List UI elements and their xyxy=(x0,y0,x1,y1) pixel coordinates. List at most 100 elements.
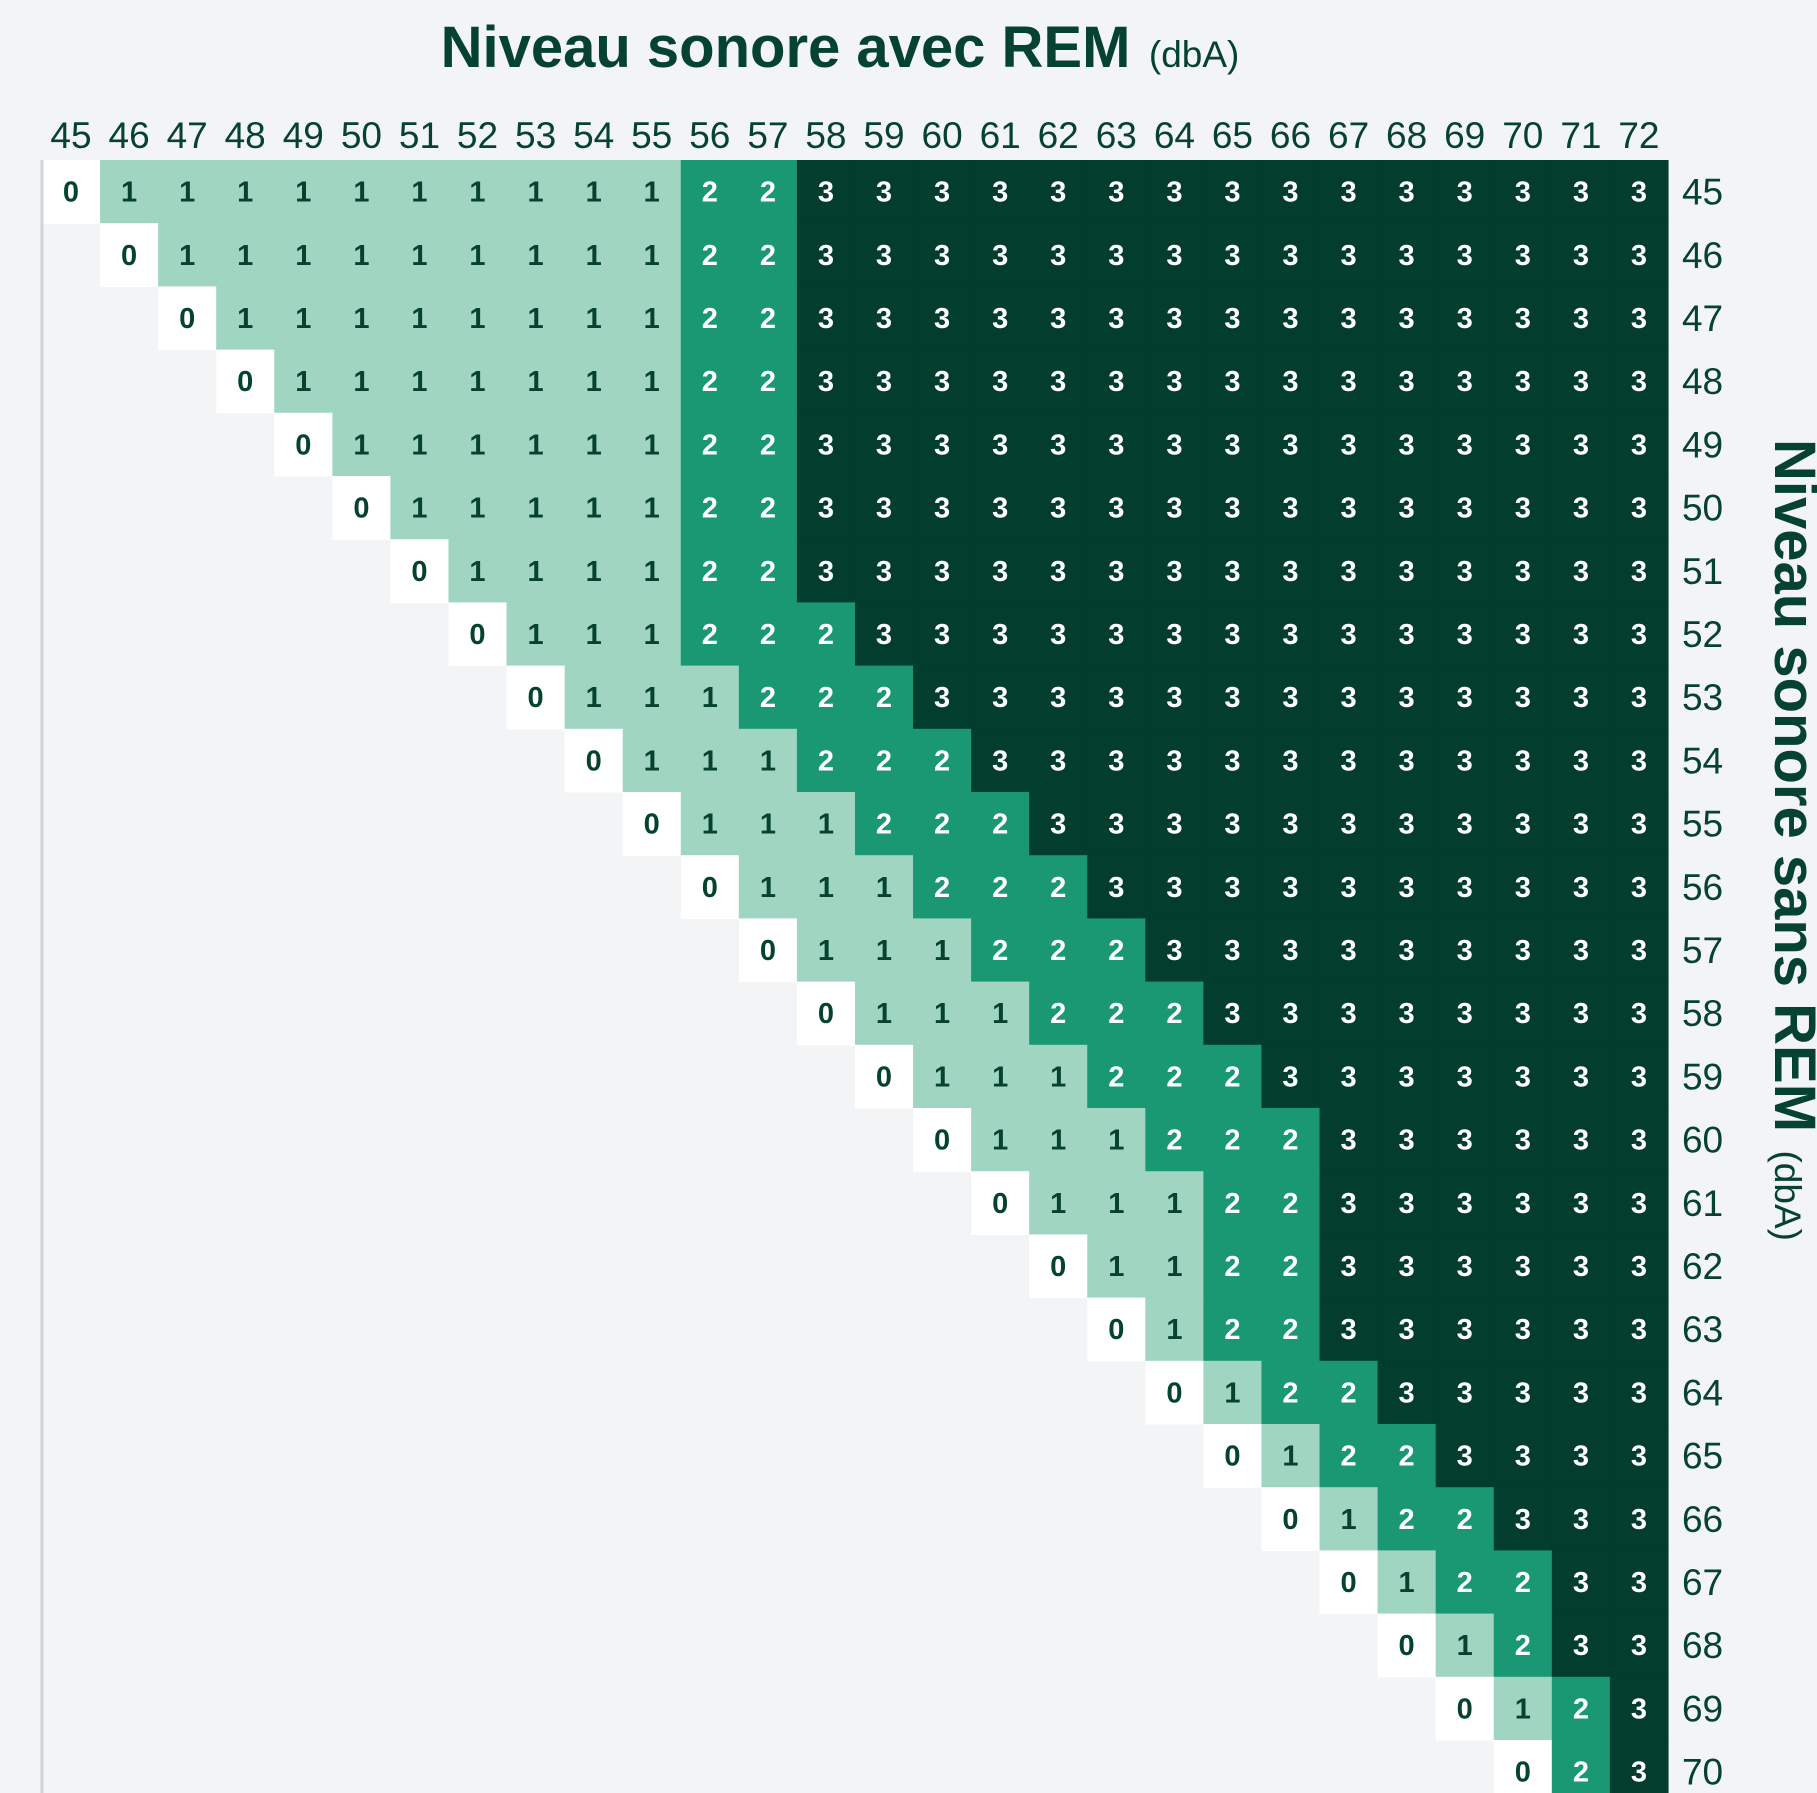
heatmap-cell xyxy=(1493,1676,1553,1741)
heatmap-cell xyxy=(1551,1676,1611,1741)
cell-value-label: 3 xyxy=(1108,745,1124,777)
y-tick-label: 50 xyxy=(1682,488,1723,529)
heatmap-cell xyxy=(1551,728,1611,793)
heatmap-cell xyxy=(1029,792,1088,856)
heatmap-cell xyxy=(1029,1234,1088,1299)
heatmap-cell xyxy=(506,349,566,414)
cell-value-label: 3 xyxy=(1573,619,1589,651)
cell-value-label: 3 xyxy=(876,556,892,588)
heatmap-cell xyxy=(1377,728,1437,793)
y-axis-label-main: Niveau sonore sans REM xyxy=(1762,439,1817,1132)
heatmap-cell xyxy=(1319,728,1379,793)
heatmap-cell xyxy=(1087,223,1146,287)
heatmap-cell xyxy=(274,223,333,287)
cell-value-label: 0 xyxy=(1515,1757,1531,1789)
heatmap-cell xyxy=(216,349,275,414)
cell-value-label: 3 xyxy=(1573,303,1589,335)
heatmap-cell xyxy=(854,286,914,351)
cell-value-label: 3 xyxy=(934,682,950,714)
heatmap-cell xyxy=(1261,602,1321,667)
heatmap-cell xyxy=(971,539,1030,603)
heatmap-cell xyxy=(1261,476,1321,540)
cell-value-label: 3 xyxy=(1224,177,1240,209)
y-axis-label-unit: (dbA) xyxy=(1767,1150,1808,1240)
heatmap-cell xyxy=(448,160,508,224)
heatmap-cell xyxy=(1087,539,1146,603)
cell-value-label: 3 xyxy=(1399,745,1415,777)
heatmap-cell xyxy=(1029,1171,1088,1235)
heatmap-cell xyxy=(1087,602,1146,667)
cell-value-label: 2 xyxy=(1573,1693,1589,1725)
cell-value-label: 0 xyxy=(1108,1314,1124,1346)
cell-value-label: 2 xyxy=(702,366,718,398)
heatmap-cell xyxy=(1087,1234,1146,1299)
heatmap-cell xyxy=(1145,160,1204,224)
cell-value-label: 2 xyxy=(760,493,776,525)
heatmap-cell xyxy=(1319,476,1379,540)
x-tick-label: 56 xyxy=(689,115,730,156)
cell-value-label: 3 xyxy=(1224,935,1240,967)
y-tick-label: 46 xyxy=(1682,235,1723,276)
cell-value-label: 1 xyxy=(992,1125,1008,1157)
cell-value-label: 3 xyxy=(934,303,950,335)
heatmap-cell xyxy=(1493,855,1553,919)
cell-value-label: 3 xyxy=(1515,809,1531,841)
cell-value-label: 3 xyxy=(1341,1314,1357,1346)
heatmap-cell xyxy=(1609,1108,1669,1172)
cell-value-label: 3 xyxy=(1631,682,1647,714)
heatmap-cell xyxy=(1203,792,1263,856)
heatmap-cell xyxy=(390,286,450,351)
cell-value-label: 3 xyxy=(1050,745,1066,777)
heatmap-cell xyxy=(1609,728,1669,793)
cell-value-label: 1 xyxy=(760,745,776,777)
heatmap-cell xyxy=(1145,539,1204,603)
heatmap-cell xyxy=(1087,1044,1146,1109)
heatmap-cell xyxy=(1087,349,1146,414)
cell-value-label: 2 xyxy=(1457,1504,1473,1536)
cell-value-label: 1 xyxy=(586,177,602,209)
cell-value-label: 3 xyxy=(1515,1314,1531,1346)
cell-value-label: 1 xyxy=(1457,1630,1473,1662)
heatmap-cell xyxy=(1203,349,1263,414)
heatmap-cell xyxy=(680,412,740,477)
heatmap-cell xyxy=(1203,539,1263,603)
cell-value-label: 2 xyxy=(934,809,950,841)
heatmap-cell xyxy=(1029,855,1088,919)
cell-value-label: 3 xyxy=(876,429,892,461)
cell-value-label: 2 xyxy=(760,682,776,714)
heatmap-cell xyxy=(1493,1360,1553,1425)
heatmap-cell xyxy=(1435,223,1495,287)
heatmap-cell xyxy=(1261,1360,1321,1425)
heatmap-cell xyxy=(1551,539,1611,603)
cell-value-label: 3 xyxy=(1166,177,1182,209)
heatmap-cell xyxy=(1377,412,1437,477)
heatmap-cell xyxy=(1435,160,1495,224)
heatmap-cell xyxy=(1145,286,1204,351)
cell-value-label: 3 xyxy=(1573,1188,1589,1220)
cell-value-label: 1 xyxy=(353,429,369,461)
heatmap-cell xyxy=(1435,476,1495,540)
cell-value-label: 3 xyxy=(1399,682,1415,714)
heatmap-cell xyxy=(854,539,914,603)
cell-value-label: 3 xyxy=(1399,366,1415,398)
cell-value-label: 3 xyxy=(1515,935,1531,967)
cell-value-label: 1 xyxy=(934,998,950,1030)
cell-value-label: 2 xyxy=(1050,872,1066,904)
heatmap-cell xyxy=(1029,349,1088,414)
cell-value-label: 3 xyxy=(1573,745,1589,777)
heatmap-cell xyxy=(796,728,856,793)
heatmap-cell xyxy=(913,1044,972,1109)
cell-value-label: 2 xyxy=(1282,1377,1298,1409)
cell-value-label: 3 xyxy=(992,619,1008,651)
y-tick-label: 62 xyxy=(1682,1246,1723,1287)
cell-value-label: 1 xyxy=(469,493,485,525)
cell-value-label: 3 xyxy=(1399,1314,1415,1346)
cell-value-label: 1 xyxy=(237,240,253,272)
x-tick-label: 60 xyxy=(922,115,963,156)
cell-value-label: 3 xyxy=(992,177,1008,209)
heatmap-cell xyxy=(564,349,624,414)
heatmap-cell xyxy=(913,792,972,856)
heatmap-cell xyxy=(854,792,914,856)
x-tick-label: 59 xyxy=(863,115,904,156)
cell-value-label: 3 xyxy=(934,556,950,588)
